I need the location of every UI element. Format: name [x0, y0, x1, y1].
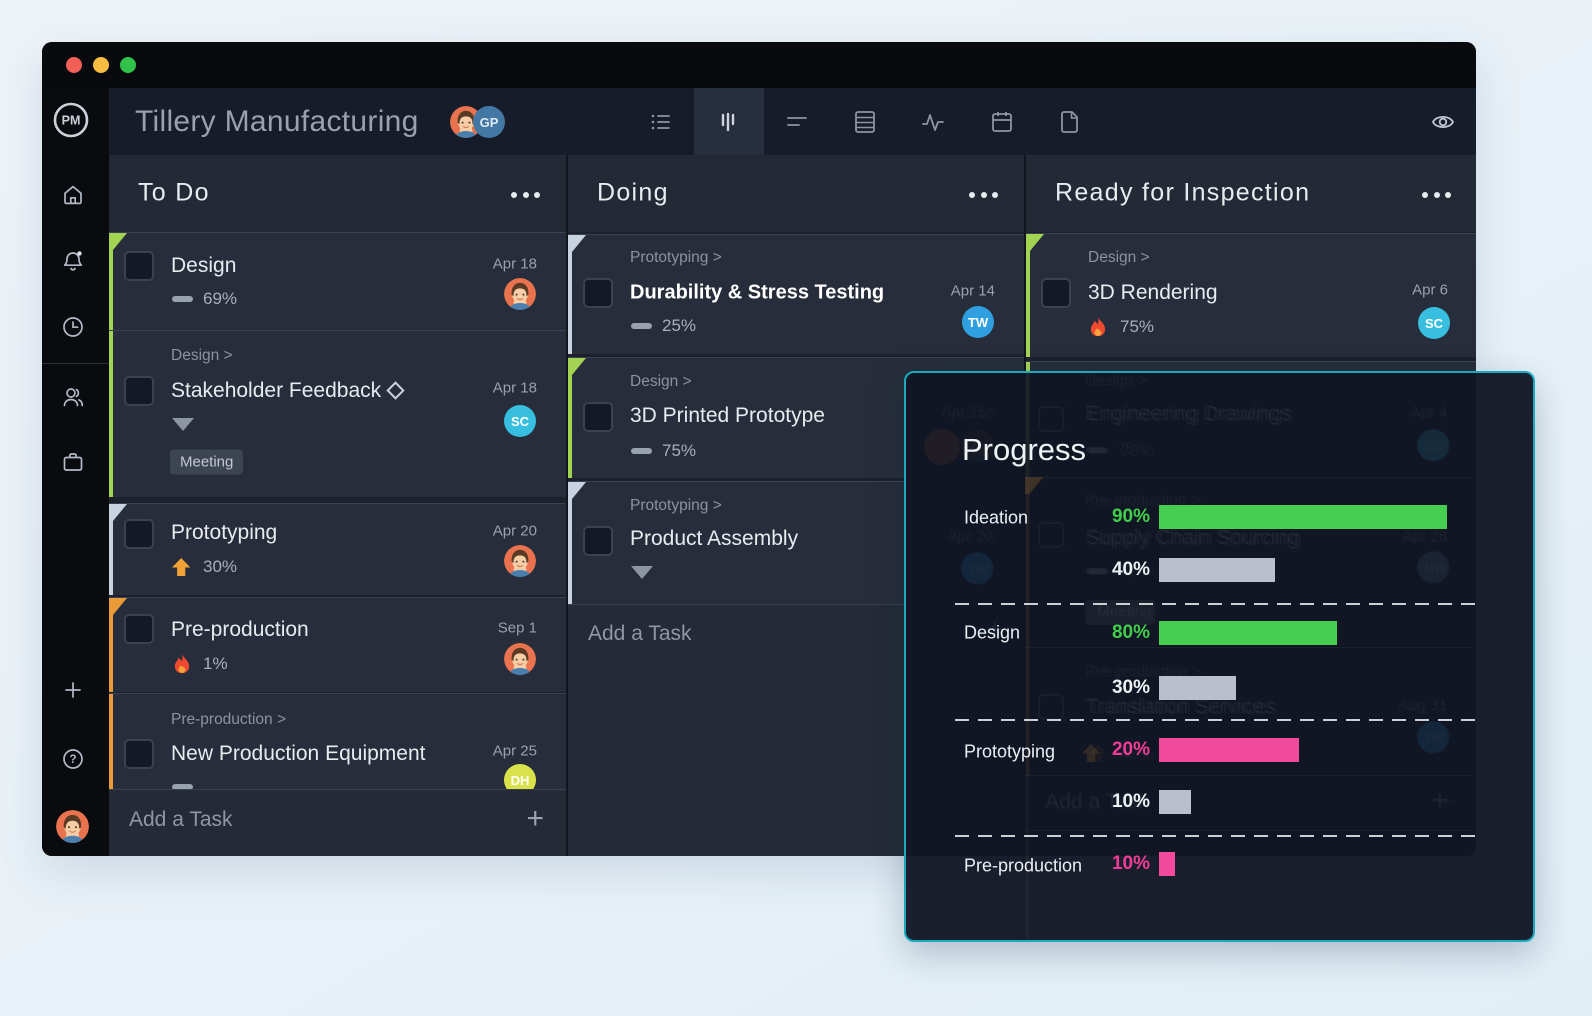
svg-text:?: ? — [69, 754, 76, 766]
svg-text:PM: PM — [62, 114, 81, 128]
